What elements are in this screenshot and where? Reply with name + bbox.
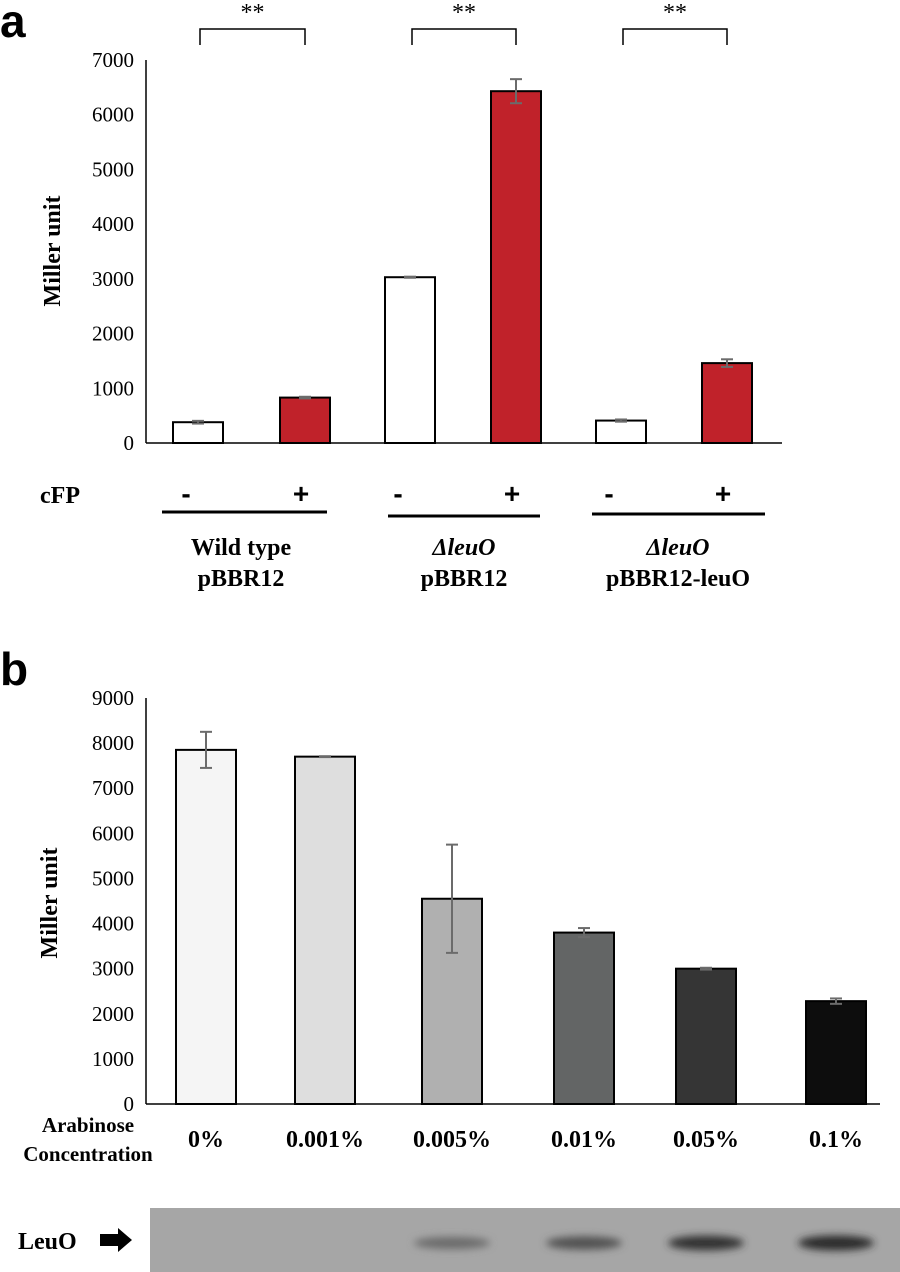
x-tick-label: 0.05% xyxy=(673,1127,739,1153)
significance-bracket xyxy=(199,28,306,45)
x-tick-label: 0.1% xyxy=(809,1127,863,1153)
western-blot xyxy=(150,1208,900,1272)
panel-a-label: a xyxy=(0,0,26,47)
cfp-sign: + xyxy=(504,478,520,509)
cfp-sign: - xyxy=(393,478,402,509)
bar xyxy=(384,276,436,445)
x-tick-label: 0.01% xyxy=(551,1127,617,1153)
x-tick-label: 0.001% xyxy=(286,1127,364,1153)
y-tick-label: 5000 xyxy=(92,157,134,181)
cfp-label: cFP xyxy=(40,483,80,509)
cfp-sign: - xyxy=(181,478,190,509)
significance-marker: ** xyxy=(663,0,687,26)
bar xyxy=(172,421,224,444)
panel-a-cfp-signs: - + - + - + xyxy=(181,478,731,509)
y-tick-label: 1000 xyxy=(92,376,134,400)
y-tick-label: 9000 xyxy=(92,686,134,710)
group-label-wild-type: Wild type pBBR12 xyxy=(191,535,292,592)
y-tick-label: 2000 xyxy=(92,1002,134,1026)
bar xyxy=(279,396,331,444)
arabinose-label-line1: Arabinose xyxy=(42,1113,134,1137)
blot-band xyxy=(414,1236,490,1250)
panel-a-significance: ** ** ** xyxy=(199,0,728,45)
significance-bracket xyxy=(622,28,728,45)
y-tick-label: 7000 xyxy=(92,776,134,800)
blot-band xyxy=(668,1235,744,1251)
blot-band xyxy=(546,1236,622,1250)
panel-a-axes xyxy=(145,60,782,444)
group-label-delta-leuo-complemented: ΔleuO pBBR12-leuO xyxy=(606,535,750,592)
panel-b-label: b xyxy=(0,643,28,695)
significance-marker: ** xyxy=(452,0,476,26)
panel-a-bars xyxy=(172,78,753,445)
panel-b-bars xyxy=(175,730,867,1106)
y-tick-label: 6000 xyxy=(92,821,134,845)
y-tick-label: 5000 xyxy=(92,866,134,890)
y-tick-label: 4000 xyxy=(92,912,134,936)
y-tick-label: 3000 xyxy=(92,267,134,291)
cfp-sign: - xyxy=(604,478,613,509)
y-tick-label: 1000 xyxy=(92,1047,134,1071)
cfp-sign: + xyxy=(293,478,309,509)
group-label-line: ΔleuO xyxy=(645,535,709,561)
bar xyxy=(701,362,753,445)
x-tick-label: 0% xyxy=(188,1127,224,1153)
bar xyxy=(595,419,647,444)
y-tick-label: 6000 xyxy=(92,103,134,127)
bar xyxy=(294,755,356,1106)
bar xyxy=(675,967,737,1106)
y-tick-label: 3000 xyxy=(92,957,134,981)
panel-b-category-labels: 0% 0.001% 0.005% 0.01% 0.05% 0.1% xyxy=(188,1127,863,1153)
panel-b-y-axis-label: Miller unit xyxy=(37,848,63,959)
panel-b-axes xyxy=(145,698,880,1105)
western-label: LeuO xyxy=(18,1229,77,1255)
bar xyxy=(553,931,615,1105)
panel-a-y-ticks: 0 1000 2000 3000 4000 5000 6000 7000 xyxy=(92,48,134,455)
y-tick-label: 0 xyxy=(124,1092,135,1116)
group-label-line: ΔleuO xyxy=(431,535,495,561)
panel-a-y-axis-label: Miller unit xyxy=(40,196,66,307)
group-label-line: Wild type xyxy=(191,535,292,561)
y-tick-label: 4000 xyxy=(92,212,134,236)
y-tick-label: 2000 xyxy=(92,322,134,346)
group-label-line: pBBR12-leuO xyxy=(606,566,750,592)
cfp-sign: + xyxy=(715,478,731,509)
y-tick-label: 7000 xyxy=(92,48,134,72)
y-tick-label: 0 xyxy=(124,431,135,455)
panel-b-y-ticks: 0 1000 2000 3000 4000 5000 6000 7000 8000 9000 xyxy=(92,686,134,1116)
arrow-right-icon xyxy=(100,1228,132,1252)
significance-bracket xyxy=(411,28,517,45)
group-label-line: pBBR12 xyxy=(198,566,285,592)
x-tick-label: 0.005% xyxy=(413,1127,491,1153)
western-blot-bands xyxy=(414,1235,874,1251)
group-label-line: pBBR12 xyxy=(421,566,508,592)
bar xyxy=(175,748,237,1106)
bar xyxy=(805,1000,867,1105)
group-label-delta-leuo: ΔleuO pBBR12 xyxy=(421,535,508,592)
bar xyxy=(490,90,542,445)
arabinose-label-line2: Concentration xyxy=(23,1142,153,1166)
blot-band xyxy=(798,1235,874,1251)
y-tick-label: 8000 xyxy=(92,731,134,755)
panel-a-group-lines xyxy=(162,510,765,518)
significance-marker: ** xyxy=(241,0,265,26)
